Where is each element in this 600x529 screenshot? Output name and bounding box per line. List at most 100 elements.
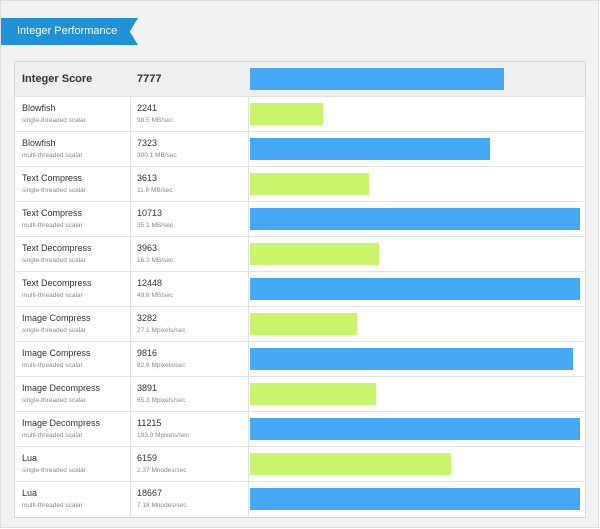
benchmark-score: 6159	[137, 453, 158, 463]
benchmark-mode: single-threaded scalar	[22, 117, 86, 124]
benchmark-name-cell: Lua single-threaded scalar	[15, 447, 131, 481]
benchmark-score-cell: 12448 49.6 MB/sec	[131, 272, 249, 306]
benchmark-rate: 7.18 Mnodes/sec	[137, 502, 187, 509]
benchmark-name: Image Decompress	[22, 383, 101, 393]
table-row: Blowfish single-threaded scalar 2241 98.5 M…	[15, 97, 585, 132]
summary-label: Integer Score	[22, 73, 93, 85]
summary-score-bar	[250, 68, 504, 90]
benchmark-name: Image Compress	[22, 313, 91, 323]
benchmark-name-cell: Image Decompress single-threaded scalar	[15, 377, 131, 411]
benchmark-score-cell: 3891 65.3 Mpixels/sec	[131, 377, 249, 411]
benchmark-score-cell: 18667 7.18 Mnodes/sec	[131, 482, 249, 517]
single-threaded-score-bar	[250, 243, 379, 265]
multi-threaded-score-bar	[250, 418, 580, 440]
benchmark-score: 3891	[137, 383, 158, 393]
benchmark-score: 12448	[137, 278, 163, 288]
table-row: Image Decompress single-threaded scalar 38…	[15, 377, 585, 412]
single-threaded-score-bar	[250, 453, 451, 475]
benchmark-name: Lua	[22, 488, 38, 498]
benchmark-name-cell: Lua multi-threaded scalar	[15, 482, 131, 517]
summary-score-cell: 7777	[131, 62, 249, 96]
benchmark-name-cell: Text Compress multi-threaded scalar	[15, 202, 131, 236]
benchmark-rate: 16.3 MB/sec	[137, 257, 174, 264]
benchmark-mode: multi-threaded scalar	[22, 502, 83, 509]
benchmark-rate: 82.6 Mpixels/sec	[137, 362, 186, 369]
table-row: Image Compress multi-threaded scalar 9816 8…	[15, 342, 585, 377]
summary-score: 7777	[137, 73, 162, 85]
table-row: Text Decompress multi-threaded scalar 1244…	[15, 272, 585, 307]
benchmark-name-cell: Blowfish multi-threaded scalar	[15, 132, 131, 166]
benchmark-score-cell: 3282 27.1 Mpixels/sec	[131, 307, 249, 341]
benchmark-name: Text Compress	[22, 173, 83, 183]
single-threaded-score-bar	[250, 383, 376, 405]
benchmark-mode: multi-threaded scalar	[22, 292, 83, 299]
benchmark-rate: 98.5 MB/sec	[137, 117, 174, 124]
multi-threaded-score-bar	[250, 278, 580, 300]
benchmark-name-cell: Image Decompress multi-threaded scalar	[15, 412, 131, 446]
benchmark-score: 9816	[137, 348, 158, 358]
benchmark-score: 3613	[137, 173, 158, 183]
table-row: Image Decompress multi-threaded scalar 112…	[15, 412, 585, 447]
benchmark-mode: single-threaded scalar	[22, 187, 86, 194]
summary-name-cell: Integer Score	[15, 62, 131, 96]
benchmark-name-cell: Blowfish single-threaded scalar	[15, 97, 131, 131]
benchmark-rate: 27.1 Mpixels/sec	[137, 327, 186, 334]
table-row: Lua single-threaded scalar 6159 2.37 Mnodes…	[15, 447, 585, 482]
benchmark-score-cell: 11215 183.0 Mpixels/sec	[131, 412, 249, 446]
benchmark-score-cell: 3963 16.3 MB/sec	[131, 237, 249, 271]
benchmark-mode: single-threaded scalar	[22, 327, 86, 334]
benchmark-score: 10713	[137, 208, 163, 218]
benchmark-name: Blowfish	[22, 138, 56, 148]
benchmark-score: 2241	[137, 103, 158, 113]
benchmark-score: 7323	[137, 138, 158, 148]
benchmark-score: 18667	[137, 488, 163, 498]
benchmark-score-cell: 2241 98.5 MB/sec	[131, 97, 249, 131]
multi-threaded-score-bar	[250, 208, 580, 230]
table-row: Blowfish multi-threaded scalar 7323 300.1 M…	[15, 132, 585, 167]
section-title-ribbon: Integer Performance	[1, 18, 138, 45]
table-row: Lua multi-threaded scalar 18667 7.18 Mnodes…	[15, 482, 585, 517]
benchmark-mode: multi-threaded scalar	[22, 152, 83, 159]
benchmark-name: Blowfish	[22, 103, 56, 113]
benchmark-name: Lua	[22, 453, 38, 463]
benchmark-rate: 65.3 Mpixels/sec	[137, 397, 186, 404]
table-row: Text Decompress single-threaded scalar 396…	[15, 237, 585, 272]
benchmark-score: 3963	[137, 243, 158, 253]
benchmark-name: Text Compress	[22, 208, 83, 218]
summary-row: Integer Score 7777	[15, 62, 585, 97]
benchmark-name: Image Decompress	[22, 418, 101, 428]
multi-threaded-score-bar	[250, 348, 573, 370]
benchmark-name-cell: Text Compress single-threaded scalar	[15, 167, 131, 201]
benchmark-score-cell: 9816 82.6 Mpixels/sec	[131, 342, 249, 376]
benchmark-score-cell: 6159 2.37 Mnodes/sec	[131, 447, 249, 481]
multi-threaded-score-bar	[250, 488, 580, 510]
benchmark-rate: 183.0 Mpixels/sec	[137, 432, 190, 439]
benchmark-mode: multi-threaded scalar	[22, 362, 83, 369]
benchmark-mode: single-threaded scalar	[22, 257, 86, 264]
benchmark-rate: 49.6 MB/sec	[137, 292, 174, 299]
benchmark-name-cell: Text Decompress single-threaded scalar	[15, 237, 131, 271]
benchmark-mode: single-threaded scalar	[22, 397, 86, 404]
multi-threaded-score-bar	[250, 138, 490, 160]
results-table: Integer Score 7777 Blowfish single-thread…	[14, 61, 586, 518]
benchmark-name-cell: Text Decompress multi-threaded scalar	[15, 272, 131, 306]
table-row: Text Compress single-threaded scalar 3613 1…	[15, 167, 585, 202]
benchmark-rate: 35.1 MB/sec	[137, 222, 174, 229]
benchmark-mode: single-threaded scalar	[22, 467, 86, 474]
single-threaded-score-bar	[250, 103, 323, 125]
benchmark-score-cell: 7323 300.1 MB/sec	[131, 132, 249, 166]
benchmark-name: Text Decompress	[22, 243, 92, 253]
benchmark-name-cell: Image Compress multi-threaded scalar	[15, 342, 131, 376]
table-row: Text Compress multi-threaded scalar 10713 3…	[15, 202, 585, 237]
single-threaded-score-bar	[250, 313, 357, 335]
table-row: Image Compress single-threaded scalar 3282…	[15, 307, 585, 342]
benchmark-rate: 2.37 Mnodes/sec	[137, 467, 187, 474]
benchmark-name: Text Decompress	[22, 278, 92, 288]
single-threaded-score-bar	[250, 173, 369, 195]
benchmark-mode: multi-threaded scalar	[22, 432, 83, 439]
benchmark-score: 3282	[137, 313, 158, 323]
benchmark-mode: multi-threaded scalar	[22, 222, 83, 229]
benchmark-rate: 11.6 MB/sec	[137, 187, 173, 194]
benchmark-score-cell: 3613 11.6 MB/sec	[131, 167, 249, 201]
